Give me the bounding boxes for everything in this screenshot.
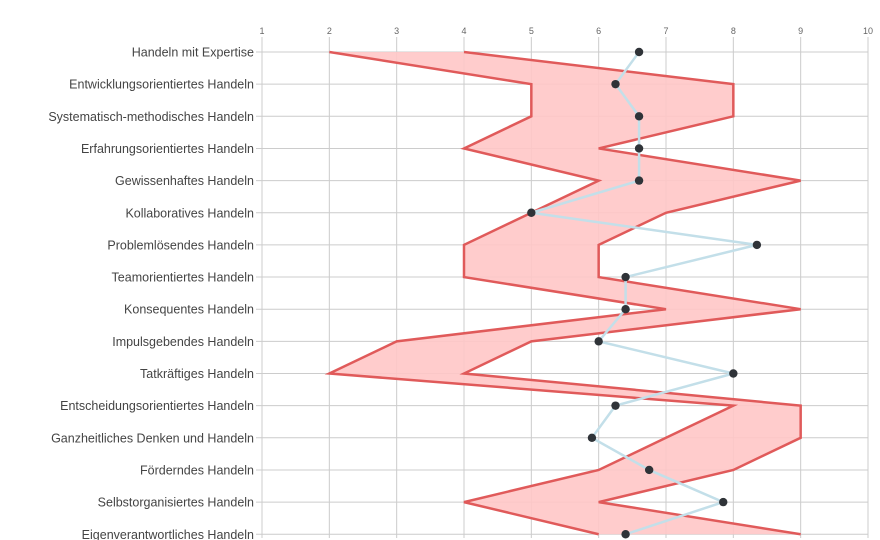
y-category-label: Teamorientiertes Handeln — [112, 271, 254, 285]
y-tick-labels: Handeln mit Expertise Entwicklungsorienti… — [48, 46, 254, 540]
x-tick-label: 2 — [327, 26, 332, 36]
x-tick-label: 8 — [731, 26, 736, 36]
series-point[interactable] — [621, 272, 630, 282]
series-point[interactable] — [587, 433, 597, 442]
series-point[interactable] — [729, 369, 738, 378]
y-category-label: Erfahrungsorientiertes Handeln — [81, 142, 254, 156]
series-point[interactable] — [634, 112, 644, 121]
x-tick-label: 7 — [663, 26, 668, 36]
marker-layer — [527, 47, 762, 539]
y-category-label: Ganzheitliches Denken und Handeln — [51, 431, 254, 445]
line-layer — [530, 51, 758, 536]
y-category-label: Entscheidungsorientiertes Handeln — [60, 399, 254, 413]
x-tick-label: 10 — [863, 26, 873, 36]
y-category-label: Handeln mit Expertise — [132, 46, 254, 60]
y-category-label: Systematisch-methodisches Handeln — [48, 110, 254, 124]
x-tick-label: 6 — [596, 26, 601, 36]
x-tick-label: 1 — [259, 26, 264, 36]
series-point[interactable] — [527, 208, 536, 217]
range-band-lower-line — [324, 50, 739, 536]
y-category-label: Problemlösendes Handeln — [107, 238, 254, 252]
series-line — [530, 51, 758, 536]
series-point[interactable] — [644, 465, 654, 475]
band-layer — [324, 50, 802, 536]
series-point[interactable] — [634, 176, 644, 185]
y-category-label: Förderndes Handeln — [140, 463, 254, 477]
y-category-label: Entwicklungsorientiertes Handeln — [69, 78, 254, 92]
y-category-label: Gewissenhaftes Handeln — [115, 174, 254, 188]
y-category-label: Tatkräftiges Handeln — [140, 367, 254, 381]
series-point[interactable] — [621, 530, 630, 539]
x-tick-label: 4 — [461, 26, 466, 36]
x-tick-label: 3 — [394, 26, 399, 36]
series-point[interactable] — [621, 305, 630, 314]
series-point[interactable] — [611, 79, 620, 89]
series-point[interactable] — [634, 144, 644, 153]
y-category-label: Konsequentes Handeln — [124, 303, 254, 317]
series-point[interactable] — [719, 497, 728, 507]
series-point[interactable] — [634, 47, 644, 57]
series-point[interactable] — [611, 401, 620, 410]
x-tick-label: 5 — [529, 26, 534, 36]
y-category-label: Kollaboratives Handeln — [125, 206, 254, 220]
range-band-upper-line — [459, 50, 802, 536]
y-category-label: Selbstorganisiertes Handeln — [98, 496, 254, 510]
x-tick-labels: 1 2 3 4 5 6 7 8 9 10 — [259, 26, 873, 36]
series-point[interactable] — [594, 337, 603, 346]
y-category-label: Eigenverantwortliches Handeln — [82, 528, 254, 540]
y-category-label: Impulsgebendes Handeln — [112, 335, 254, 349]
series-point[interactable] — [752, 240, 762, 250]
x-tick-label: 9 — [798, 26, 803, 36]
